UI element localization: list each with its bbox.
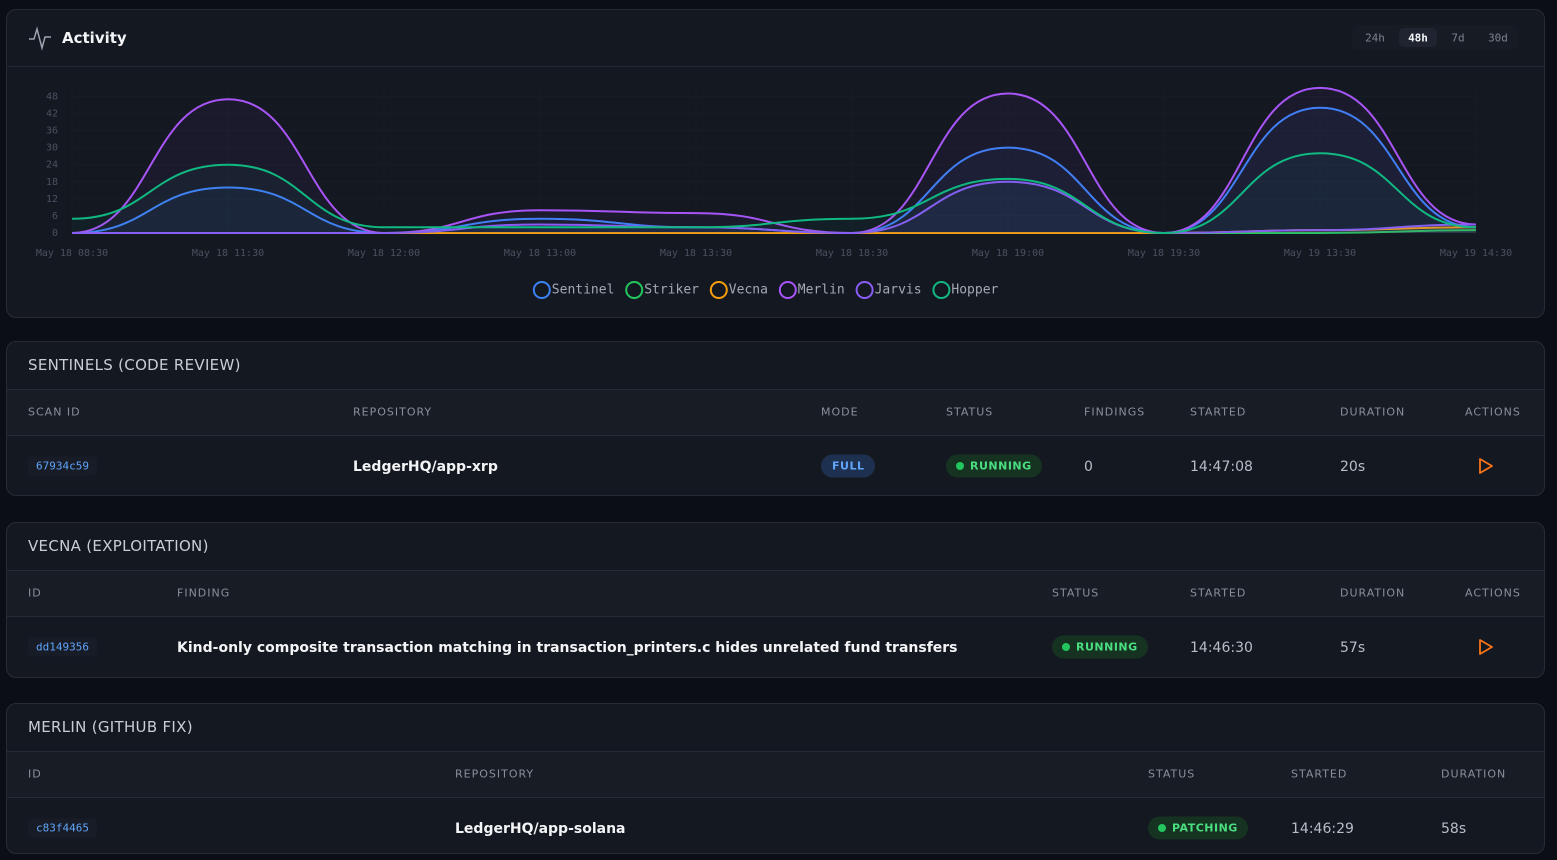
scan-id[interactable]: dd149356	[28, 637, 97, 657]
column-header: ID	[28, 767, 42, 781]
table-header-band	[7, 389, 1544, 436]
range-label: 24h	[1365, 31, 1385, 45]
column-header: DURATION	[1441, 767, 1507, 781]
activity-icon	[29, 26, 51, 51]
y-tick-label: 36	[46, 126, 58, 137]
range-button[interactable]	[1399, 28, 1437, 47]
range-label: 48h	[1408, 31, 1428, 45]
status-dot	[956, 462, 964, 470]
column-header: MODE	[821, 405, 859, 419]
legend-swatch	[855, 281, 874, 299]
y-tick-label: 12	[46, 194, 58, 205]
x-tick-label: May 18 12:00	[348, 248, 420, 259]
legend-swatch	[625, 281, 644, 299]
section-title: VECNA (EXPLOITATION)	[28, 537, 209, 555]
y-tick-label: 48	[46, 91, 58, 102]
legend-swatch	[932, 281, 951, 299]
cell-text: 57s	[1340, 640, 1366, 656]
cell-text: 58s	[1441, 821, 1467, 837]
row-title: LedgerHQ/app-solana	[455, 821, 626, 837]
run-button[interactable]	[1478, 639, 1494, 655]
column-header: DURATION	[1340, 405, 1406, 419]
legend-label: Striker	[644, 283, 699, 298]
column-header: FINDINGS	[1084, 405, 1146, 419]
table-header-band	[7, 570, 1544, 617]
legend-swatch	[709, 281, 728, 299]
column-header: STATUS	[946, 405, 994, 419]
column-header: FINDING	[177, 586, 231, 600]
series-line	[71, 152, 1477, 235]
y-tick-label: 6	[52, 211, 58, 222]
cell-text: 14:47:08	[1190, 459, 1253, 475]
series-area	[72, 227, 1476, 233]
range-label: 30d	[1488, 31, 1508, 45]
status-badge: PATCHING	[1148, 816, 1248, 840]
activity-chart: May 18 08:30 May 18 11:30 May 18 12:00 May …	[36, 85, 1512, 299]
section-title: SENTINELS (CODE REVIEW)	[28, 356, 241, 374]
activity-card	[6, 9, 1545, 318]
y-tick-label: 42	[46, 108, 58, 119]
legend-swatch	[778, 281, 797, 299]
x-tick-label: May 19 14:30	[1440, 248, 1512, 259]
x-tick-label: May 19 13:30	[1284, 248, 1356, 259]
status-badge: RUNNING	[1052, 635, 1148, 659]
cell-text: 0	[1084, 459, 1093, 475]
series-line	[72, 180, 1477, 235]
y-tick-label: 0	[52, 228, 58, 239]
row-title: LedgerHQ/app-xrp	[353, 459, 498, 475]
legend-swatch	[532, 281, 551, 299]
x-tick-label: May 18 08:30	[36, 248, 108, 259]
column-header: ID	[28, 586, 42, 600]
mode-badge: FULL	[821, 454, 876, 478]
scan-id[interactable]: 67934c59	[28, 456, 97, 476]
y-tick-label: 30	[46, 143, 58, 154]
x-tick-label: May 18 19:30	[1128, 248, 1200, 259]
table-header-band	[7, 751, 1544, 798]
series-area	[72, 107, 1476, 233]
series-area	[72, 153, 1476, 233]
column-header: ACTIONS	[1465, 405, 1521, 419]
column-header: STATUS	[1052, 586, 1100, 600]
run-button[interactable]	[1478, 458, 1494, 474]
y-tick-label: 24	[46, 160, 58, 171]
cell-text: 14:46:29	[1291, 821, 1354, 837]
activity-title: Activity	[62, 29, 127, 47]
x-tick-label: May 18 11:30	[192, 248, 264, 259]
column-header: STARTED	[1190, 586, 1247, 600]
status-badge: RUNNING	[946, 454, 1042, 478]
column-header: REPOSITORY	[353, 405, 433, 419]
x-tick-label: May 18 13:30	[660, 248, 732, 259]
cell-text: 14:46:30	[1190, 640, 1253, 656]
column-header: STARTED	[1291, 767, 1348, 781]
legend-label: Vecna	[729, 283, 768, 298]
cell-text: 20s	[1340, 459, 1366, 475]
column-header: ACTIONS	[1465, 586, 1521, 600]
range-label: 7d	[1451, 31, 1465, 45]
row-title: Kind-only composite transaction matching…	[177, 640, 958, 656]
x-tick-label: May 18 18:30	[816, 248, 888, 259]
divider	[7, 66, 1544, 67]
column-header: SCAN ID	[28, 405, 81, 419]
y-tick-label: 18	[46, 177, 58, 188]
column-header: DURATION	[1340, 586, 1406, 600]
column-header: REPOSITORY	[455, 767, 535, 781]
legend-label: Jarvis	[875, 283, 922, 298]
series-area	[72, 87, 1476, 233]
series-line	[71, 86, 1477, 235]
x-tick-label: May 18 19:00	[972, 248, 1044, 259]
legend-label: Sentinel	[552, 283, 615, 298]
scan-id[interactable]: c83f4465	[28, 818, 97, 838]
column-header: STATUS	[1148, 767, 1196, 781]
column-header: STARTED	[1190, 405, 1247, 419]
status-dot	[1062, 643, 1070, 651]
legend-label: Merlin	[798, 283, 845, 298]
section-title: MERLIN (GITHUB FIX)	[28, 718, 193, 736]
x-tick-label: May 18 13:00	[504, 248, 576, 259]
status-dot	[1158, 824, 1166, 832]
legend-label: Hopper	[951, 283, 998, 298]
